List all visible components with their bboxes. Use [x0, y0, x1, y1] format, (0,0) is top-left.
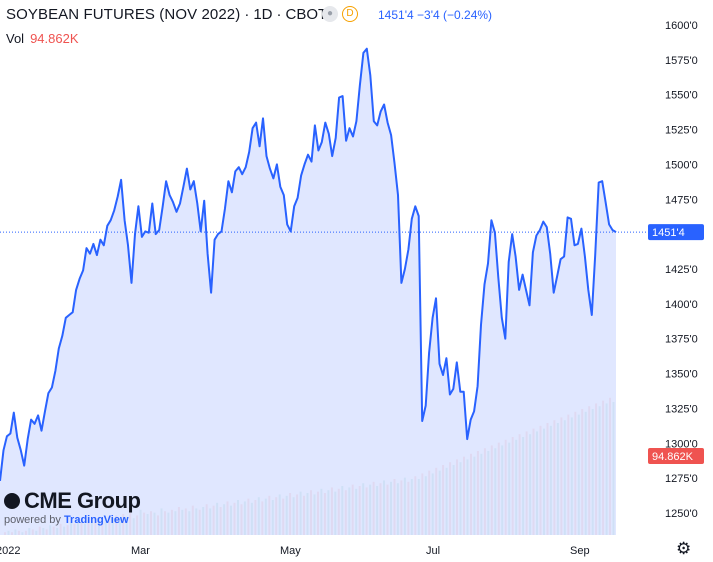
time-tick-label: Mar — [131, 545, 150, 557]
price-tick-label: 1250'0 — [665, 508, 698, 520]
current-price-tag-bg — [648, 224, 704, 241]
tradingview-link[interactable]: TradingView — [63, 514, 129, 526]
interval-label[interactable]: 1D — [253, 6, 273, 23]
price-tick-label: 1350'0 — [665, 369, 698, 381]
current-volume-tag-bg — [648, 448, 704, 464]
price-tick-label: 1425'0 — [665, 264, 698, 276]
price-tick-label: 1575'0 — [665, 55, 698, 67]
cme-logo[interactable]: CME Group powered by TradingView — [4, 488, 141, 526]
price-tick-label: 1300'0 — [665, 438, 698, 450]
symbol-title[interactable]: SOYBEAN FUTURES (NOV 2022) — [6, 6, 241, 23]
exchange-label: CBOT — [285, 6, 328, 23]
price-change: −3'4 — [417, 8, 440, 22]
price-quote: 1451'4 −3'4 (−0.24%) — [378, 8, 492, 22]
cme-globe-icon — [4, 493, 20, 509]
time-axis: 2022 Mar May Jul Sep — [0, 545, 590, 557]
chart-header: SOYBEAN FUTURES (NOV 2022) · 1D · CBOT — [6, 6, 328, 23]
current-volume-tag: 94.862K — [652, 451, 694, 463]
price-tick-label: 1375'0 — [665, 334, 698, 346]
time-tick-label: May — [280, 545, 301, 557]
market-closed-icon: ● — [322, 6, 338, 22]
last-price: 1451'4 — [378, 8, 414, 22]
price-tick-label: 1500'0 — [665, 159, 698, 171]
volume-value: 94.862K — [30, 31, 79, 46]
price-tick-label: 1400'0 — [665, 299, 698, 311]
price-tick-label: 1275'0 — [665, 473, 698, 485]
price-tick-label: 1600'0 — [665, 20, 698, 32]
cme-logo-text: CME Group — [24, 488, 141, 513]
gear-icon[interactable]: ⚙ — [676, 539, 692, 558]
delayed-data-badge[interactable]: D — [342, 6, 358, 22]
powered-by-text: powered by — [4, 514, 61, 526]
price-tick-label: 1325'0 — [665, 403, 698, 415]
price-change-percent: (−0.24%) — [443, 8, 493, 22]
current-price-tag: 1451'4 — [652, 227, 685, 239]
time-tick-label: Sep — [570, 545, 590, 557]
price-tick-label: 1525'0 — [665, 125, 698, 137]
price-line — [0, 47, 617, 482]
time-tick-label: 2022 — [0, 545, 20, 557]
price-axis: 1600'01575'01550'01525'01500'01475'01450… — [665, 20, 698, 520]
axis-tags: 1451'4 94.862K — [648, 224, 704, 464]
price-area-fill — [0, 48, 616, 535]
volume-label: Vol — [6, 31, 25, 46]
price-tick-label: 1550'0 — [665, 90, 698, 102]
market-status-icons: ● D — [322, 6, 358, 22]
volume-legend: Vol 94.862K — [6, 31, 79, 46]
time-tick-label: Jul — [426, 545, 440, 557]
price-tick-label: 1475'0 — [665, 194, 698, 206]
